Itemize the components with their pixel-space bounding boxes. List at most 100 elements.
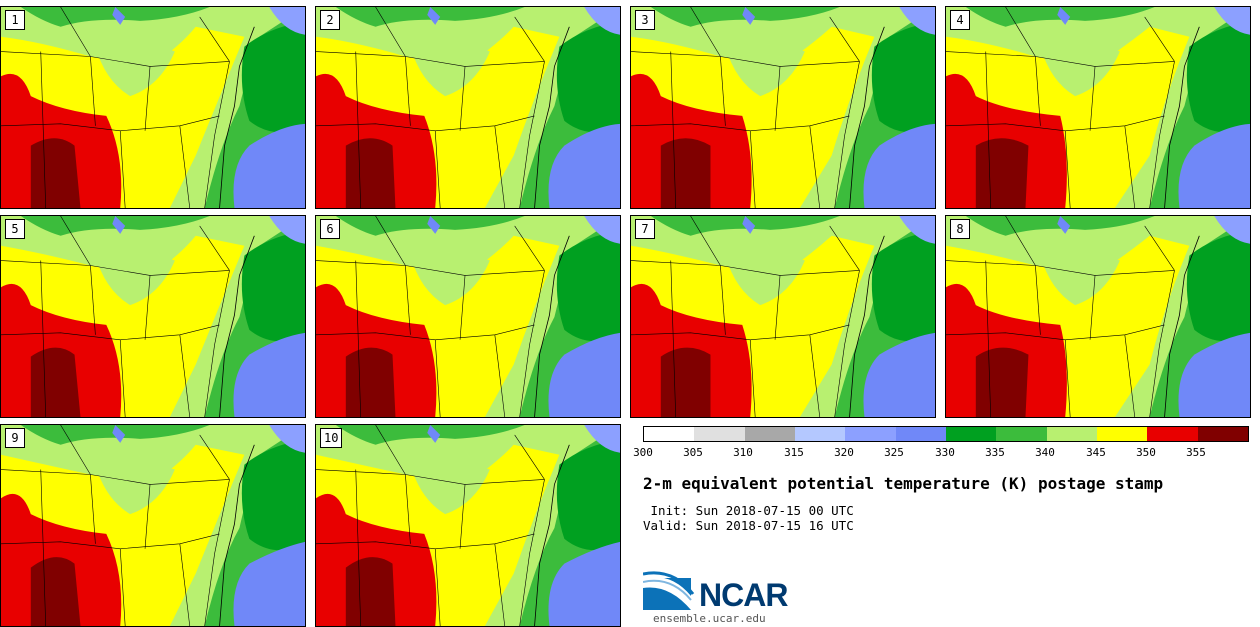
colorbar-tick: 335: [985, 446, 1005, 459]
border-line: [60, 7, 91, 57]
border-line: [946, 51, 1175, 67]
zone-355: [30, 347, 81, 417]
border-line: [316, 51, 545, 67]
zone-330: [556, 21, 620, 133]
colorbar-bin: [644, 427, 695, 441]
border-line: [316, 324, 535, 341]
colorbar-bin: [744, 427, 795, 441]
colorbar-bin: [1046, 427, 1097, 441]
zone-320: [899, 216, 935, 244]
border-line: [829, 16, 860, 62]
border-line: [1124, 125, 1136, 208]
border-line: [1124, 334, 1136, 417]
border-line: [809, 334, 821, 417]
lake: [742, 7, 756, 25]
colorbar-tick: 300: [633, 446, 653, 459]
border-line: [631, 260, 860, 276]
zone-340: [725, 42, 805, 97]
border-line: [405, 265, 411, 335]
zone-355: [30, 557, 81, 626]
border-line: [204, 270, 230, 417]
zone-320: [269, 216, 305, 244]
coastline: [219, 26, 255, 208]
colorbar-bin: [895, 427, 946, 441]
border-line: [459, 275, 466, 340]
zone-340: [725, 252, 805, 306]
border-line: [1, 324, 220, 341]
stamp-panel-10: 10: [315, 424, 621, 627]
lake: [742, 216, 756, 234]
stamp-panel-5: 5: [0, 215, 306, 418]
zone-325: [548, 332, 620, 417]
panel-number: 1: [5, 10, 25, 30]
border-line: [494, 334, 506, 417]
stamp-panel-7: 7: [630, 215, 936, 418]
state-borders: [1, 216, 230, 417]
zone-330: [241, 21, 305, 133]
panel-number: 5: [5, 219, 25, 239]
border-line: [631, 324, 850, 341]
zone-325: [1178, 123, 1250, 208]
colorbar-tick: 350: [1136, 446, 1156, 459]
border-line: [1, 51, 230, 67]
map-field: [631, 7, 935, 208]
panel-number: 7: [635, 219, 655, 239]
zone-355: [345, 138, 396, 208]
zone-325: [863, 332, 935, 417]
zone-330: [241, 439, 305, 551]
colorbar-bin: [794, 427, 846, 441]
state-borders: [1, 425, 230, 626]
zone-330: [556, 230, 620, 342]
colorbar-tick: 355: [1186, 446, 1206, 459]
stamp-panel-8: 8: [945, 215, 1251, 418]
state-borders: [316, 7, 545, 208]
colorbar-bin: [845, 427, 896, 441]
valid-time: Valid: Sun 2018-07-15 16 UTC: [643, 518, 854, 533]
lake: [427, 425, 441, 443]
map-field: [946, 216, 1250, 417]
border-line: [690, 216, 721, 266]
zone-340: [95, 42, 175, 97]
border-line: [355, 469, 362, 626]
border-line: [119, 548, 126, 626]
zone-355: [660, 138, 711, 208]
border-line: [519, 479, 545, 626]
zone-325: [1178, 332, 1250, 417]
border-line: [631, 51, 860, 67]
colorbar-tick: 340: [1035, 446, 1055, 459]
border-line: [459, 484, 466, 549]
zone-355: [660, 347, 711, 417]
border-line: [434, 339, 441, 417]
panel-number: 8: [950, 219, 970, 239]
zone-320: [899, 7, 935, 35]
border-line: [144, 66, 151, 131]
lake: [1057, 7, 1071, 25]
border-line: [459, 66, 466, 131]
panel-number: 10: [320, 428, 343, 448]
border-line: [179, 543, 191, 626]
border-line: [60, 216, 91, 266]
coastline: [534, 444, 570, 626]
zone-340: [410, 462, 490, 515]
zone-340: [1040, 42, 1120, 97]
lake: [112, 425, 126, 443]
border-line: [1005, 216, 1036, 266]
border-line: [405, 474, 411, 544]
zone-340: [95, 252, 175, 306]
state-borders: [1, 7, 230, 208]
colorbar-bin: [1147, 427, 1198, 441]
border-line: [434, 130, 441, 208]
colorbar-tick: 330: [935, 446, 955, 459]
border-line: [60, 425, 91, 475]
border-line: [434, 548, 441, 626]
state-borders: [631, 216, 860, 417]
panel-number: 6: [320, 219, 340, 239]
colorbar-bin: [694, 427, 745, 441]
border-line: [40, 260, 47, 417]
border-line: [749, 339, 756, 417]
zone-320: [1214, 7, 1250, 35]
colorbar-bin: [996, 427, 1047, 441]
border-line: [1144, 225, 1175, 271]
zone-325: [548, 123, 620, 208]
border-line: [774, 275, 781, 340]
